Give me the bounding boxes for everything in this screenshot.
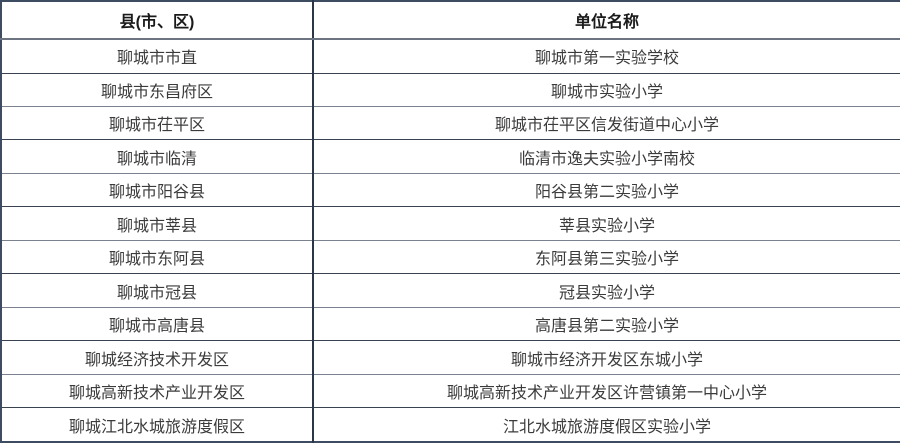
header-unit-name: 单位名称 [312,0,900,40]
table-body: 聊城市市直 聊城市第一实验学校 聊城市东昌府区 聊城市实验小学 聊城市茌平区 聊城市茌平区… [0,38,900,443]
district-cell: 聊城市市直 [0,38,314,74]
district-cell: 聊城市东昌府区 [0,72,314,107]
unit-cell: 阳谷县第二实验小学 [312,172,900,208]
header-row: 县(市、区) 单位名称 [0,0,900,40]
table-row: 聊城市东阿县 东阿县第三实验小学 [0,239,900,275]
district-cell: 聊城市东阿县 [0,239,314,275]
district-cell: 聊城市高唐县 [0,306,314,342]
district-cell: 聊城高新技术产业开发区 [0,373,314,409]
unit-cell: 莘县实验小学 [312,206,900,241]
table-header: 县(市、区) 单位名称 [0,0,900,40]
district-cell: 聊城经济技术开发区 [0,340,314,375]
unit-cell: 聊城市经济开发区东城小学 [312,340,900,375]
table-row: 聊城高新技术产业开发区 聊城高新技术产业开发区许营镇第一中心小学 [0,373,900,409]
table-row: 聊城市临清 临清市逸夫实验小学南校 [0,139,900,174]
table-row: 聊城市莘县 莘县实验小学 [0,206,900,241]
district-cell: 聊城市茌平区 [0,105,314,141]
unit-cell: 聊城市第一实验学校 [312,38,900,74]
header-district: 县(市、区) [0,0,314,40]
district-cell: 聊城市阳谷县 [0,172,314,208]
unit-cell: 聊城市茌平区信发街道中心小学 [312,105,900,141]
table-row: 聊城市高唐县 高唐县第二实验小学 [0,306,900,342]
unit-cell: 江北水城旅游度假区实验小学 [312,407,900,443]
table-row: 聊城市茌平区 聊城市茌平区信发街道中心小学 [0,105,900,141]
unit-cell: 聊城市实验小学 [312,72,900,107]
table-row: 聊城市冠县 冠县实验小学 [0,273,900,308]
district-cell: 聊城市冠县 [0,273,314,308]
unit-cell: 临清市逸夫实验小学南校 [312,139,900,174]
table-row: 聊城经济技术开发区 聊城市经济开发区东城小学 [0,340,900,375]
district-cell: 聊城江北水城旅游度假区 [0,407,314,443]
table-row: 聊城江北水城旅游度假区 江北水城旅游度假区实验小学 [0,407,900,443]
unit-cell: 高唐县第二实验小学 [312,306,900,342]
table-row: 聊城市市直 聊城市第一实验学校 [0,38,900,74]
district-cell: 聊城市莘县 [0,206,314,241]
unit-cell: 冠县实验小学 [312,273,900,308]
table-row: 聊城市东昌府区 聊城市实验小学 [0,72,900,107]
district-cell: 聊城市临清 [0,139,314,174]
unit-cell: 东阿县第三实验小学 [312,239,900,275]
unit-cell: 聊城高新技术产业开发区许营镇第一中心小学 [312,373,900,409]
table-row: 聊城市阳谷县 阳谷县第二实验小学 [0,172,900,208]
